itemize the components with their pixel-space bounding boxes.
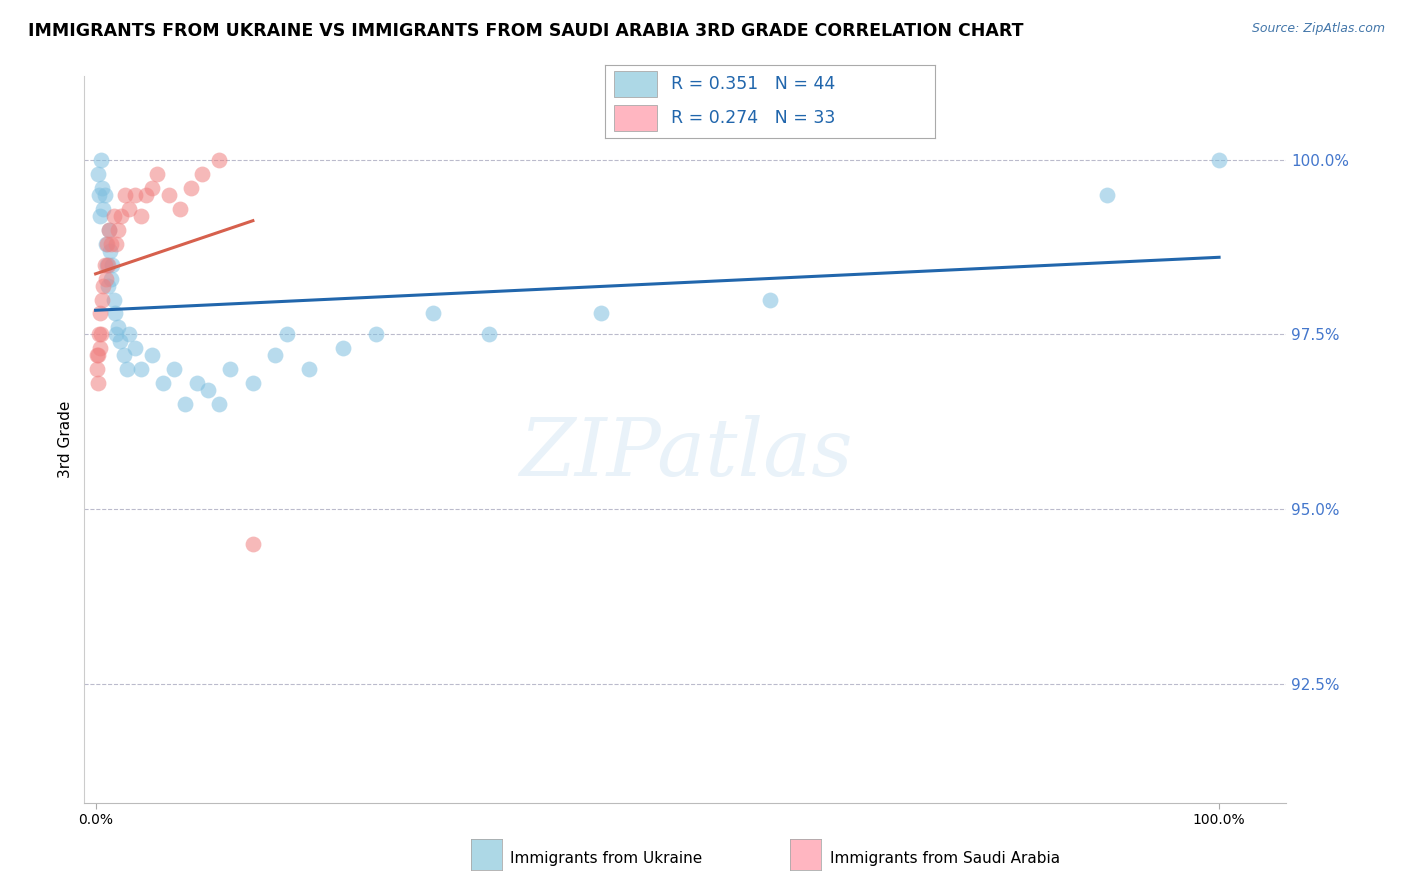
Point (242, 537, 264, 551)
FancyBboxPatch shape (614, 71, 658, 97)
Point (96, 258, 118, 272)
Point (97, 258, 120, 272)
Point (104, 306, 127, 320)
Point (129, 209, 152, 223)
Point (135, 187, 157, 202)
Point (107, 320, 129, 334)
Point (100, 271, 122, 285)
Point (90, 153, 112, 167)
Point (332, 342, 354, 356)
Point (104, 236, 127, 251)
Point (146, 167, 169, 181)
Point (591, 306, 613, 320)
Point (208, 153, 231, 167)
Point (157, 187, 180, 202)
Point (90, 327, 112, 342)
Point (169, 202, 191, 216)
Point (98, 222, 121, 236)
Point (87, 376, 110, 391)
Point (141, 180, 163, 194)
Point (93, 187, 115, 202)
Point (758, 293, 780, 307)
Point (276, 327, 298, 342)
Point (152, 376, 174, 391)
Point (87, 167, 110, 181)
Y-axis label: 3rd Grade: 3rd Grade (58, 401, 73, 478)
Text: R = 0.274   N = 33: R = 0.274 N = 33 (671, 109, 835, 127)
Point (94, 236, 117, 251)
Point (186, 376, 208, 391)
Point (101, 258, 124, 272)
Point (110, 334, 132, 349)
Point (298, 362, 321, 376)
Point (94, 271, 117, 285)
Point (89, 209, 111, 223)
Point (93, 278, 115, 293)
Point (114, 187, 136, 202)
Point (197, 384, 219, 398)
FancyBboxPatch shape (614, 104, 658, 131)
Point (103, 293, 125, 307)
Point (89, 342, 111, 356)
Point (89, 306, 111, 320)
Point (478, 327, 501, 342)
Point (242, 376, 264, 391)
Point (180, 180, 202, 194)
Point (366, 327, 388, 342)
Point (112, 348, 135, 362)
Point (86, 348, 108, 362)
Point (87, 327, 110, 342)
Point (100, 236, 122, 251)
Point (107, 222, 129, 236)
Text: R = 0.351   N = 44: R = 0.351 N = 44 (671, 75, 835, 93)
Point (91, 293, 114, 307)
Point (163, 362, 186, 376)
Point (1095, 187, 1118, 202)
Point (219, 362, 242, 376)
Point (1208, 153, 1230, 167)
Point (98, 222, 121, 236)
Point (87, 187, 110, 202)
Point (141, 348, 163, 362)
Point (87, 348, 110, 362)
Text: Source: ZipAtlas.com: Source: ZipAtlas.com (1251, 22, 1385, 36)
Point (97, 278, 120, 293)
Point (91, 180, 114, 194)
Point (103, 209, 125, 223)
Point (110, 209, 132, 223)
Point (174, 397, 197, 411)
Point (118, 327, 141, 342)
Point (96, 236, 118, 251)
Text: IMMIGRANTS FROM UKRAINE VS IMMIGRANTS FROM SAUDI ARABIA 3RD GRADE CORRELATION CH: IMMIGRANTS FROM UKRAINE VS IMMIGRANTS FR… (28, 22, 1024, 40)
Point (422, 306, 444, 320)
Point (104, 327, 127, 342)
Text: Immigrants from Saudi Arabia: Immigrants from Saudi Arabia (830, 851, 1060, 865)
Point (98, 244, 121, 258)
Text: ZIPatlas: ZIPatlas (519, 415, 852, 492)
Point (208, 397, 231, 411)
Text: Immigrants from Ukraine: Immigrants from Ukraine (510, 851, 703, 865)
Point (86, 362, 108, 376)
Point (129, 362, 152, 376)
Point (124, 342, 146, 356)
Point (93, 258, 115, 272)
Point (115, 362, 138, 376)
Point (124, 187, 146, 202)
Point (191, 167, 214, 181)
Point (93, 202, 115, 216)
Point (118, 202, 141, 216)
Point (264, 348, 287, 362)
